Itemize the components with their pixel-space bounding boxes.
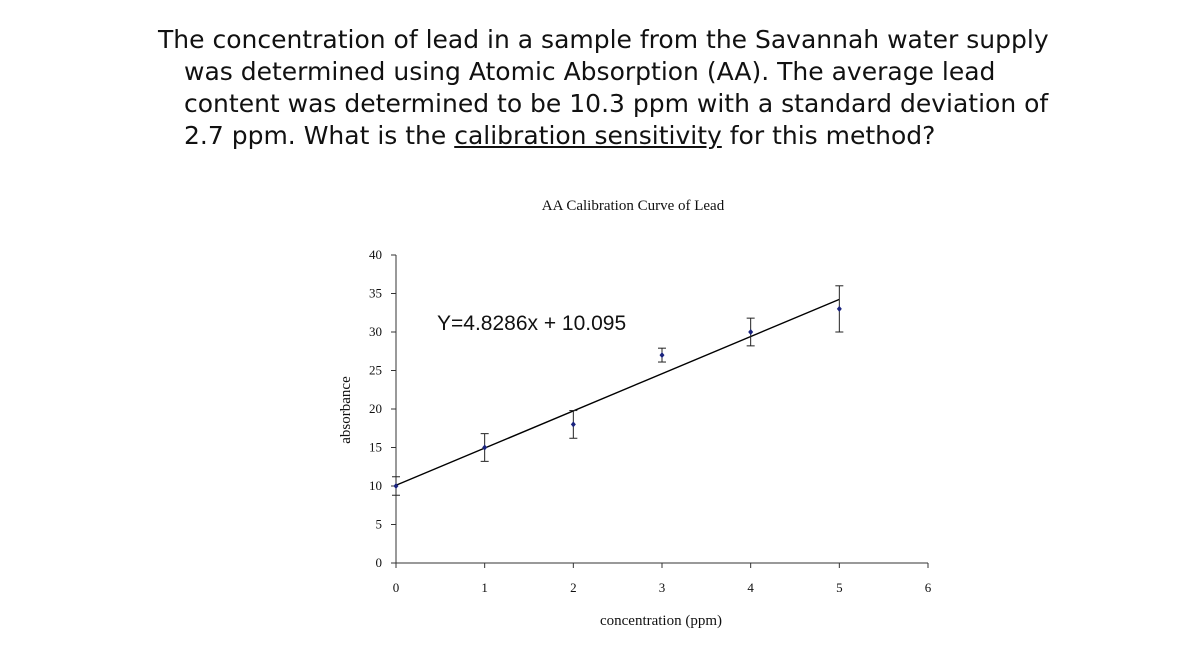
x-tick-label: 2 bbox=[570, 580, 577, 595]
y-tick-label: 30 bbox=[369, 324, 382, 339]
data-point bbox=[570, 421, 576, 428]
y-tick-label: 25 bbox=[369, 363, 382, 378]
data-point bbox=[836, 305, 842, 312]
x-tick-label: 4 bbox=[747, 580, 754, 595]
question-line-1: The concentration of lead in a sample fr… bbox=[158, 25, 1049, 54]
question-line-3: content was determined to be 10.3 ppm wi… bbox=[184, 89, 1049, 118]
y-tick-label: 0 bbox=[376, 555, 383, 570]
y-tick-label: 10 bbox=[369, 478, 382, 493]
x-axis-label: concentration (ppm) bbox=[600, 613, 722, 629]
y-tick-label: 40 bbox=[369, 247, 382, 262]
x-tick-label: 0 bbox=[393, 580, 400, 595]
y-tick-label: 5 bbox=[376, 517, 383, 532]
question-line-4: 2.7 ppm. What is the calibration sensiti… bbox=[158, 120, 1058, 152]
question-line-2: was determined using Atomic Absorption (… bbox=[184, 57, 996, 86]
data-point bbox=[748, 329, 754, 335]
data-point bbox=[482, 444, 488, 451]
y-axis-label: absorbance bbox=[338, 376, 354, 444]
question-text: The concentration of lead in a sample fr… bbox=[158, 24, 1058, 152]
x-tick-label: 3 bbox=[659, 580, 666, 595]
trendline-equation: Y=4.8286x + 10.095 bbox=[437, 312, 626, 335]
question-line-4-end: for this method? bbox=[721, 121, 936, 150]
y-tick-label: 15 bbox=[369, 440, 382, 455]
chart-marks bbox=[392, 285, 844, 496]
y-tick-label: 20 bbox=[369, 401, 382, 416]
y-tick-label: 35 bbox=[369, 286, 382, 301]
question-line-4-start: 2.7 ppm. What is the bbox=[184, 121, 455, 150]
calibration-sensitivity-term: calibration sensitivity bbox=[454, 121, 722, 150]
data-point bbox=[393, 483, 399, 489]
data-point bbox=[659, 352, 665, 359]
trendline bbox=[395, 298, 840, 486]
x-tick-label: 5 bbox=[836, 580, 843, 595]
x-tick-label: 6 bbox=[925, 580, 932, 595]
chart-title: AA Calibration Curve of Lead bbox=[542, 198, 725, 214]
x-tick-label: 1 bbox=[481, 580, 488, 595]
chart-axes: 0 5 10 15 20 25 30 35 40 0 1 2 3 4 5 6 bbox=[369, 247, 932, 595]
